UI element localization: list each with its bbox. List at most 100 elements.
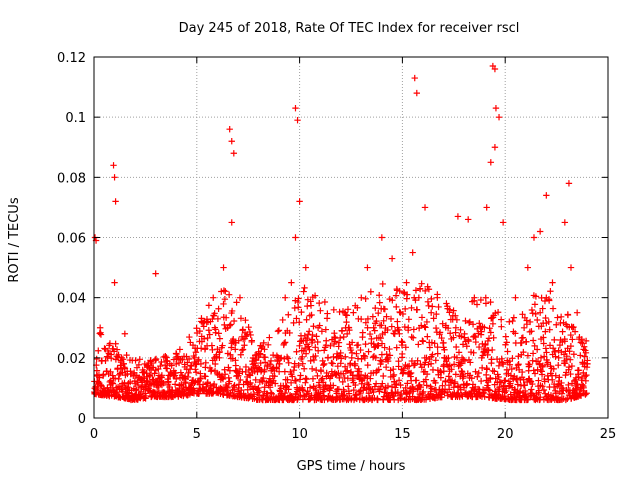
data-point: [291, 360, 298, 367]
data-point: [224, 384, 231, 392]
data-point: [507, 380, 514, 387]
axis-ticks: [93, 56, 609, 419]
data-point: [309, 375, 317, 382]
data-point: [222, 314, 230, 321]
data-point: [478, 328, 485, 335]
data-point: [342, 353, 349, 360]
data-point: [468, 375, 475, 382]
data-point: [512, 330, 519, 337]
data-point: [471, 294, 478, 301]
data-point: [483, 371, 490, 379]
data-point: [254, 364, 262, 371]
data-point: [355, 368, 363, 375]
data-point: [475, 343, 483, 351]
data-point: [293, 348, 300, 355]
data-point: [210, 380, 218, 388]
data-point: [430, 315, 437, 322]
data-point: [450, 334, 457, 341]
data-point: [487, 298, 494, 306]
data-point: [457, 333, 465, 340]
data-point: [409, 249, 416, 256]
data-point: [489, 320, 497, 328]
data-point: [425, 302, 432, 310]
data-point: [484, 351, 491, 359]
y-tick-label: 0: [78, 412, 86, 427]
data-point: [577, 352, 584, 359]
data-point: [227, 351, 234, 358]
data-point: [501, 389, 508, 396]
data-point: [401, 323, 409, 331]
data-point: [561, 338, 568, 345]
data-point: [198, 315, 205, 322]
data-point: [242, 316, 249, 324]
data-point: [334, 362, 341, 370]
data-point: [540, 386, 548, 394]
data-point: [306, 346, 313, 353]
data-point: [418, 314, 426, 321]
data-point: [564, 311, 572, 319]
data-point: [554, 314, 561, 321]
data-point: [272, 380, 279, 387]
data-point: [368, 335, 375, 343]
chart-title: Day 245 of 2018, Rate Of TEC Index for r…: [179, 21, 520, 36]
data-point: [292, 234, 299, 241]
data-point: [299, 387, 307, 394]
data-point: [524, 264, 532, 271]
data-point: [344, 375, 352, 382]
data-point: [567, 264, 575, 271]
data-point: [580, 369, 587, 377]
data-point: [364, 361, 371, 369]
data-point: [421, 204, 429, 211]
data-point: [545, 318, 552, 326]
data-point: [131, 372, 139, 380]
data-point: [531, 342, 538, 350]
data-point: [388, 323, 395, 330]
data-point: [261, 384, 268, 391]
data-point: [242, 363, 250, 371]
data-point: [303, 375, 310, 383]
data-point: [197, 374, 204, 382]
data-point: [460, 373, 467, 380]
data-point: [97, 331, 105, 338]
data-point: [364, 315, 372, 323]
data-point: [519, 334, 527, 341]
data-point: [307, 395, 314, 402]
data-point: [563, 352, 571, 360]
data-point: [399, 350, 406, 358]
data-point: [443, 300, 450, 307]
data-point: [434, 294, 441, 301]
data-point: [347, 368, 355, 375]
data-point: [549, 305, 557, 312]
data-point: [192, 349, 200, 356]
data-point: [275, 368, 283, 375]
data-point: [512, 294, 519, 301]
data-point: [569, 336, 576, 343]
data-point: [104, 353, 111, 361]
data-point: [530, 234, 538, 241]
data-point: [152, 355, 160, 363]
data-point: [321, 298, 329, 306]
data-point: [487, 159, 495, 166]
data-point: [445, 373, 452, 380]
data-point: [202, 373, 209, 380]
data-point: [257, 351, 264, 358]
data-point: [429, 351, 436, 358]
data-point: [483, 366, 491, 373]
data-point: [303, 316, 310, 323]
data-point: [575, 367, 582, 374]
data-point: [497, 316, 505, 323]
data-point: [299, 360, 306, 367]
data-point: [450, 307, 457, 314]
data-point: [264, 341, 272, 349]
x-tick-label: 10: [291, 427, 308, 442]
data-point: [431, 340, 438, 347]
data-point: [422, 324, 429, 331]
data-point: [95, 347, 102, 354]
data-point: [394, 389, 402, 396]
data-point: [420, 388, 427, 396]
data-point: [488, 356, 495, 363]
data-point: [465, 319, 473, 326]
data-point: [477, 377, 485, 385]
data-point: [314, 338, 321, 346]
data-point: [323, 337, 330, 344]
